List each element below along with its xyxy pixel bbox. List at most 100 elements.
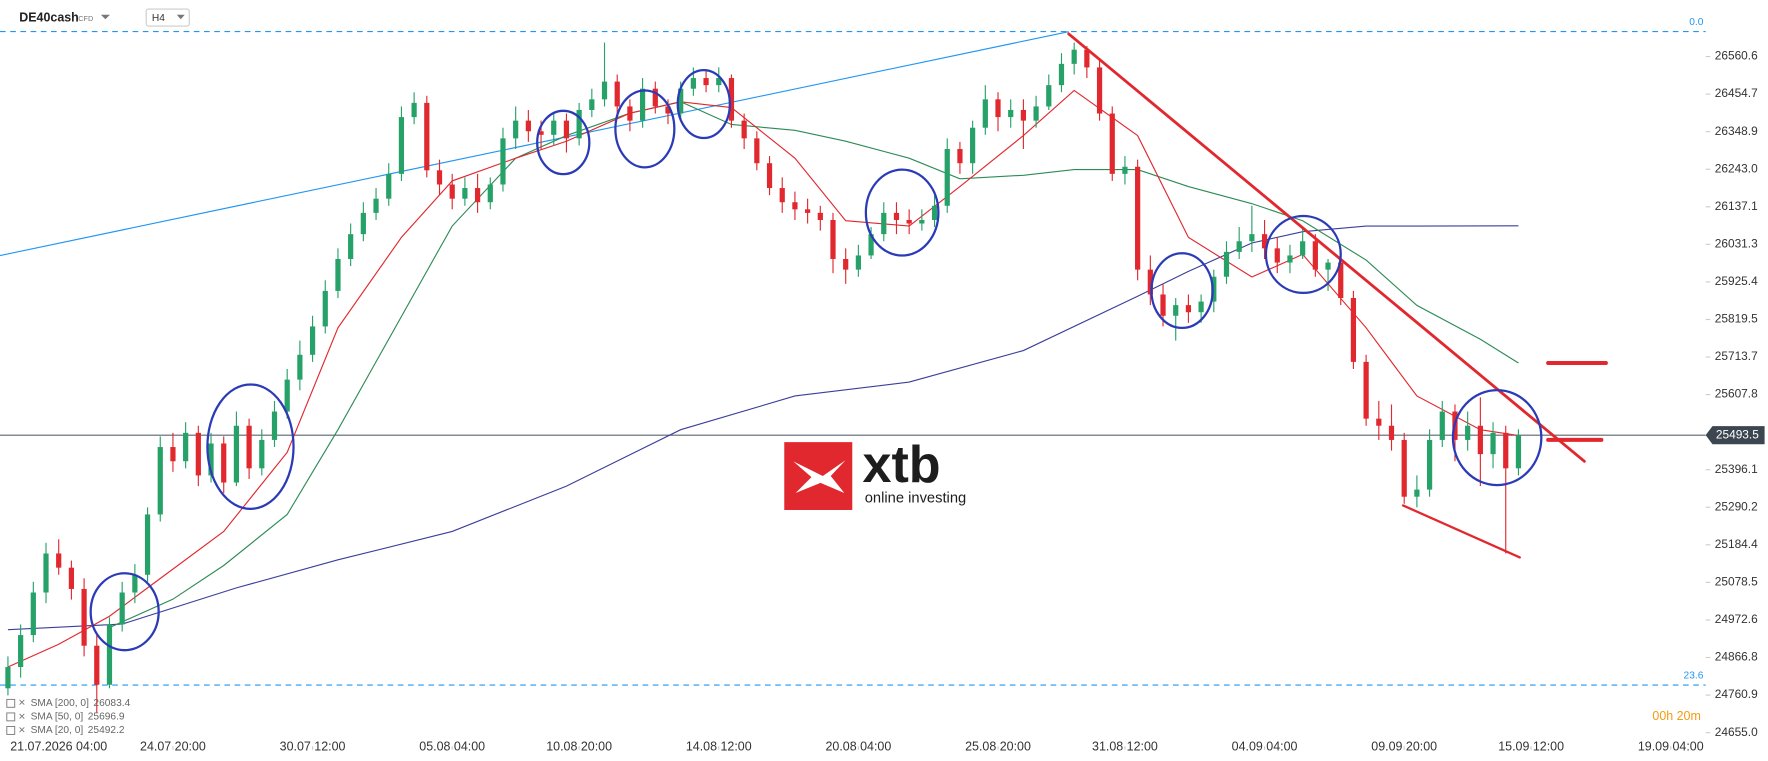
circle (1264, 214, 1342, 294)
legend-icon (6, 698, 16, 708)
y-tick-label: 24972.6 (1715, 612, 1758, 626)
candle-body (931, 205, 938, 220)
candle-body (1122, 166, 1128, 174)
candle-body (132, 574, 138, 593)
logo: xtb online investing (784, 436, 966, 510)
candle-body (919, 219, 925, 224)
candle-body (766, 163, 773, 189)
candle-body (563, 120, 570, 139)
circles (89, 68, 1543, 652)
candle-body (1376, 418, 1382, 426)
support-line (1401, 504, 1521, 559)
candle-body (665, 106, 671, 114)
dropdown-arrow[interactable] (100, 14, 110, 20)
candle-body (424, 102, 430, 171)
candle-body (728, 78, 735, 121)
x-tick-label: 19.09 04:00 (1638, 740, 1704, 754)
candle-body (1274, 248, 1280, 263)
y-tick-label: 26454.7 (1715, 86, 1758, 100)
candle-body (1363, 361, 1369, 419)
candle-body (1185, 305, 1192, 313)
instrument-type: CFD (78, 14, 93, 23)
candle-body (373, 198, 379, 213)
x-tick-label: 24.07 20:00 (140, 740, 206, 754)
candle-body (30, 592, 36, 636)
candle-body (982, 99, 988, 128)
candle-body (411, 102, 417, 118)
candle-body (1300, 241, 1306, 256)
candle-body (1008, 109, 1014, 118)
legend-close: ✕ (18, 698, 26, 708)
candle-body (157, 447, 163, 515)
trend-line (0, 31, 1069, 257)
x-tick-label: 20.08 04:00 (825, 740, 891, 754)
candle-body (1388, 425, 1395, 440)
candle-body (1096, 67, 1103, 114)
candle-body (1046, 85, 1052, 107)
y-tick-label: 25290.2 (1715, 499, 1758, 513)
candle-body (944, 149, 950, 206)
candle-body (322, 290, 328, 327)
candle-body (462, 188, 468, 199)
candle-body (1426, 439, 1433, 490)
candle-body (56, 553, 62, 568)
x-tick-label: 25.08 20:00 (965, 740, 1031, 754)
y-tick-label: 25184.4 (1715, 537, 1758, 551)
x-tick-label: 09.09 20:00 (1371, 740, 1437, 754)
x-tick-label: 14.08 12:00 (686, 740, 752, 754)
candle-body (233, 425, 240, 483)
y-tick-label: 25078.5 (1715, 575, 1758, 589)
fib-level-label: 23.6 (1684, 671, 1704, 682)
x-tick-label: 21.07.2026 04:00 (10, 740, 107, 754)
sma-line (7, 225, 1519, 631)
candle-body (271, 411, 278, 440)
candle-body (18, 635, 24, 668)
legend-icon (6, 712, 16, 722)
candle-body (195, 432, 201, 476)
timeframe[interactable]: H4 (152, 13, 165, 24)
y-tick-label: 25607.8 (1715, 387, 1758, 401)
dropdown-arrow[interactable] (176, 14, 185, 20)
legend-close: ✕ (18, 711, 26, 721)
candle-body (576, 109, 582, 139)
candle-body (1160, 294, 1166, 316)
candle-body (386, 173, 392, 199)
legend: ✕ SMA [200, 0] 26083.4 ✕ SMA [50, 0] 25696.9 ✕… (6, 698, 131, 736)
legend-value: 25696.9 (88, 712, 125, 723)
legend-name: SMA [50, 0] (31, 712, 84, 723)
candle-body (538, 131, 544, 135)
y-tick-label: 25396.1 (1715, 462, 1758, 476)
candle-body (957, 149, 963, 164)
candle-body (779, 188, 785, 203)
candle-body (1350, 298, 1357, 362)
candle-body (1071, 49, 1077, 64)
candle-body (119, 592, 125, 625)
legend-icon (6, 726, 16, 735)
candle-body (94, 645, 100, 685)
price-label-box (1705, 426, 1765, 445)
candle-body (81, 588, 87, 646)
candle-body (589, 99, 595, 110)
candle-body (68, 567, 75, 589)
candle-body (208, 443, 214, 476)
candle-body (754, 138, 760, 164)
timeframe-box[interactable] (145, 8, 190, 27)
candles (5, 42, 1522, 713)
candle-body (970, 127, 976, 164)
candle-body (335, 258, 341, 291)
candle-body (678, 88, 684, 114)
y-tick-label: 25925.4 (1715, 274, 1758, 288)
price-label: 25493.5 (1716, 427, 1759, 441)
symbol[interactable]: DE40cash (19, 10, 79, 24)
x-tick-label: 30.07 12:00 (280, 740, 346, 754)
y-tick-label: 24866.8 (1715, 650, 1758, 664)
candle-body (741, 120, 747, 139)
y-tick-label: 26243.0 (1715, 161, 1758, 175)
candle-body (1261, 234, 1268, 249)
candle-body (1325, 262, 1331, 270)
candle-body (474, 188, 481, 203)
y-tick-label: 25819.5 (1715, 312, 1758, 326)
candle-body (1058, 63, 1065, 86)
candle-body (716, 78, 722, 86)
